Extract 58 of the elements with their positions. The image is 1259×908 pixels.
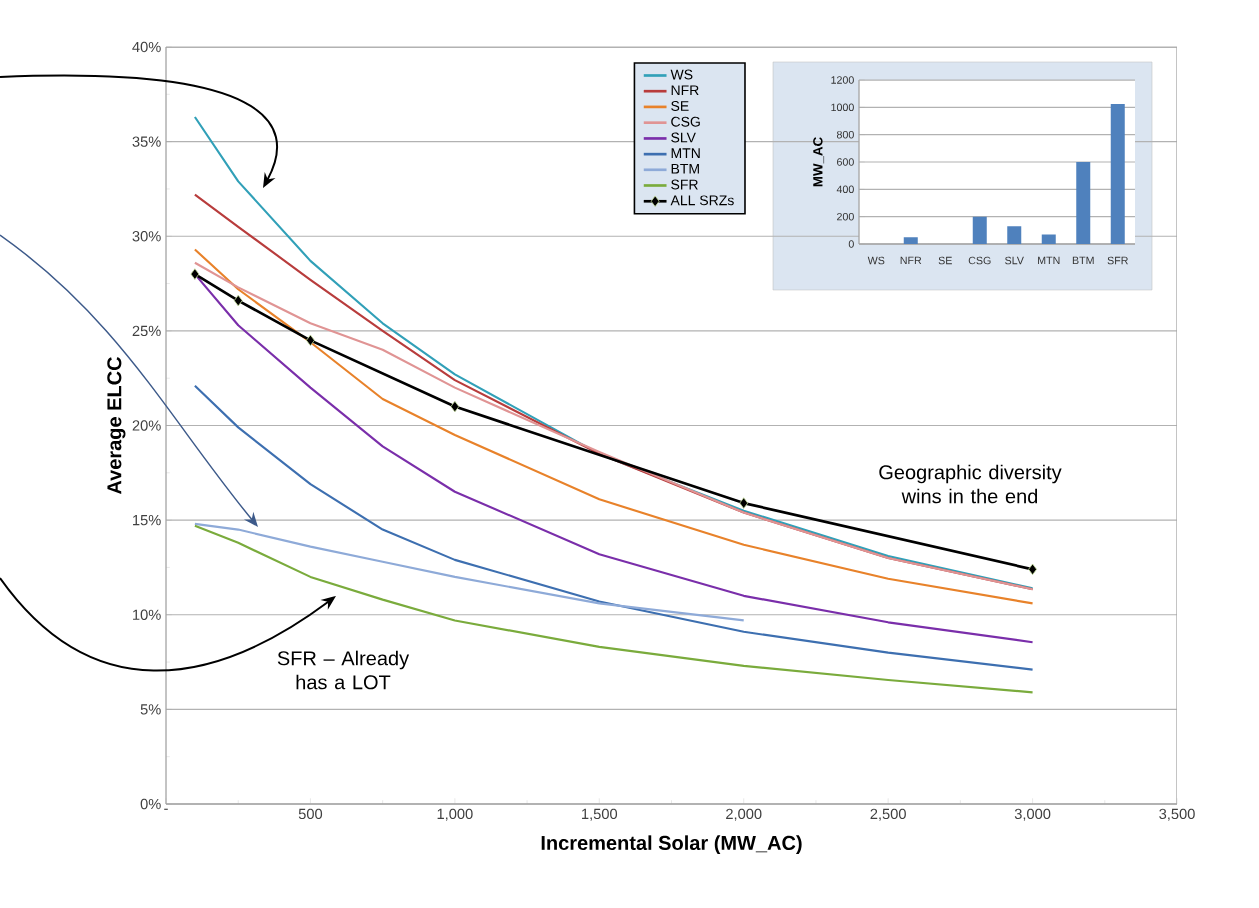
legend-label: ALL SRZs (670, 195, 734, 206)
point (190, 268, 200, 280)
legend-label: MTN (671, 148, 700, 158)
x-tick-label: NFR (900, 256, 922, 265)
bar (972, 216, 987, 244)
annotation: Geographic diversity wins in the end (879, 464, 1062, 504)
y-tick-label: 800 (836, 130, 854, 139)
x-tick-label: SE (938, 256, 952, 265)
bar (1007, 226, 1022, 244)
bar (1041, 234, 1056, 244)
y-axis-title: Average ELCC (107, 356, 126, 495)
legend-label: WS (670, 69, 693, 80)
legend-label: NFR (671, 85, 699, 96)
y-tick-label: 15% (133, 514, 161, 526)
y-tick-label: 5% (140, 704, 161, 715)
point (233, 294, 243, 307)
bar (1076, 161, 1091, 244)
x-tick-label: CSG (968, 256, 991, 265)
y-tick-label: 0% (140, 798, 161, 810)
y-tick-label: 0 (848, 240, 854, 248)
y-tick-label: 1000 (831, 103, 854, 112)
bar (1110, 103, 1125, 244)
point (739, 497, 749, 509)
legend-label: BTM (671, 163, 699, 174)
legend-label: SE (671, 101, 689, 111)
x-tick-label: BTM (1072, 256, 1094, 265)
x-tick-label: - (164, 808, 168, 810)
y-tick-label: 600 (837, 158, 854, 166)
point (450, 400, 460, 413)
y-tick-label: 1200 (831, 76, 854, 84)
y-axis-title: MW_AC (813, 137, 825, 187)
x-tick-label: SFR (1107, 256, 1128, 265)
y-tick-label: 200 (837, 212, 854, 221)
x-axis-title: Incremental Solar (MW_AC) (541, 835, 802, 854)
y-tick-label: 400 (836, 185, 854, 194)
y-tick-label: 30% (132, 231, 161, 242)
x-tick-label: MTN (1038, 256, 1060, 265)
y-tick-label: 35% (132, 136, 161, 147)
x-tick-label: 1,000 (437, 808, 473, 821)
y-tick-label: 40% (132, 41, 161, 53)
x-tick-label: 1,500 (582, 808, 618, 821)
legend-label: SFR (671, 179, 698, 190)
legend-label: SLV (671, 132, 696, 143)
y-tick-label: 20% (132, 420, 161, 431)
bar (903, 237, 918, 244)
y-tick-label: 25% (132, 325, 161, 337)
x-tick-label: 2,500 (870, 808, 906, 821)
x-tick-label: 500 (298, 808, 323, 820)
y-tick-label: 10% (133, 609, 161, 620)
legend-label: CSG (671, 116, 700, 127)
line-series (193, 524, 1034, 694)
x-tick-label: SLV (1005, 256, 1024, 265)
line-series (193, 522, 745, 622)
x-tick-label: WS (867, 256, 885, 265)
x-tick-label: 3,500 (1159, 808, 1195, 821)
x-tick-label: 3,000 (1014, 808, 1051, 821)
annotation: SFR – Already has a LOT (277, 650, 410, 690)
x-tick-label: 2,000 (726, 808, 762, 821)
